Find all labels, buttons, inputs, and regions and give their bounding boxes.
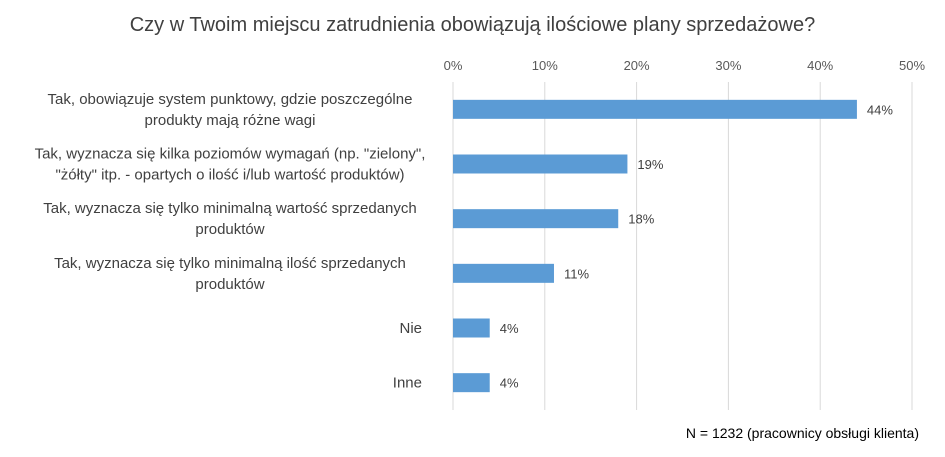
bar <box>453 209 619 229</box>
category-label: Tak, wyznacza się kilka poziomów wymagań… <box>35 146 426 184</box>
category-label-line: Tak, wyznacza się tylko minimalną ilość … <box>54 255 406 272</box>
x-tick-label: 20% <box>624 58 650 73</box>
data-label: 11% <box>564 266 589 281</box>
category-label: Inne <box>393 375 422 392</box>
data-label: 4% <box>500 321 519 336</box>
x-tick-label: 50% <box>899 58 925 73</box>
bar <box>453 154 628 174</box>
category-label: Nie <box>399 320 422 337</box>
bar <box>453 99 857 119</box>
chart-title: Czy w Twoim miejscu zatrudnienia obowiąz… <box>129 14 816 36</box>
x-tick-label: 40% <box>807 58 833 73</box>
category-label-line: Inne <box>393 375 422 392</box>
category-label-line: "żółty" itp. - opartych o ilość i/lub wa… <box>55 167 404 184</box>
x-tick-label: 30% <box>715 58 741 73</box>
bar <box>453 318 490 338</box>
category-label-line: produktów <box>195 276 264 293</box>
category-label-line: Nie <box>399 320 422 337</box>
category-label: Tak, wyznacza się tylko minimalną wartoś… <box>43 200 416 238</box>
bar <box>453 373 490 393</box>
data-label: 19% <box>637 157 663 172</box>
x-tick-label: 0% <box>444 58 463 73</box>
category-label-line: Tak, obowiązuje system punktowy, gdzie p… <box>48 91 413 108</box>
category-label-line: produkty mają różne wagi <box>145 112 316 129</box>
category-label-line: Tak, wyznacza się tylko minimalną wartoś… <box>43 200 416 217</box>
bar <box>453 263 554 283</box>
category-label-line: produktów <box>195 221 264 238</box>
category-label: Tak, obowiązuje system punktowy, gdzie p… <box>48 91 413 129</box>
data-label: 4% <box>500 376 519 391</box>
data-label: 18% <box>628 212 654 227</box>
category-label: Tak, wyznacza się tylko minimalną ilość … <box>54 255 406 293</box>
category-label-line: Tak, wyznacza się kilka poziomów wymagań… <box>35 146 426 163</box>
x-tick-label: 10% <box>532 58 558 73</box>
sample-size-note: N = 1232 (pracownicy obsługi klienta) <box>685 425 919 441</box>
data-label: 44% <box>867 102 893 117</box>
